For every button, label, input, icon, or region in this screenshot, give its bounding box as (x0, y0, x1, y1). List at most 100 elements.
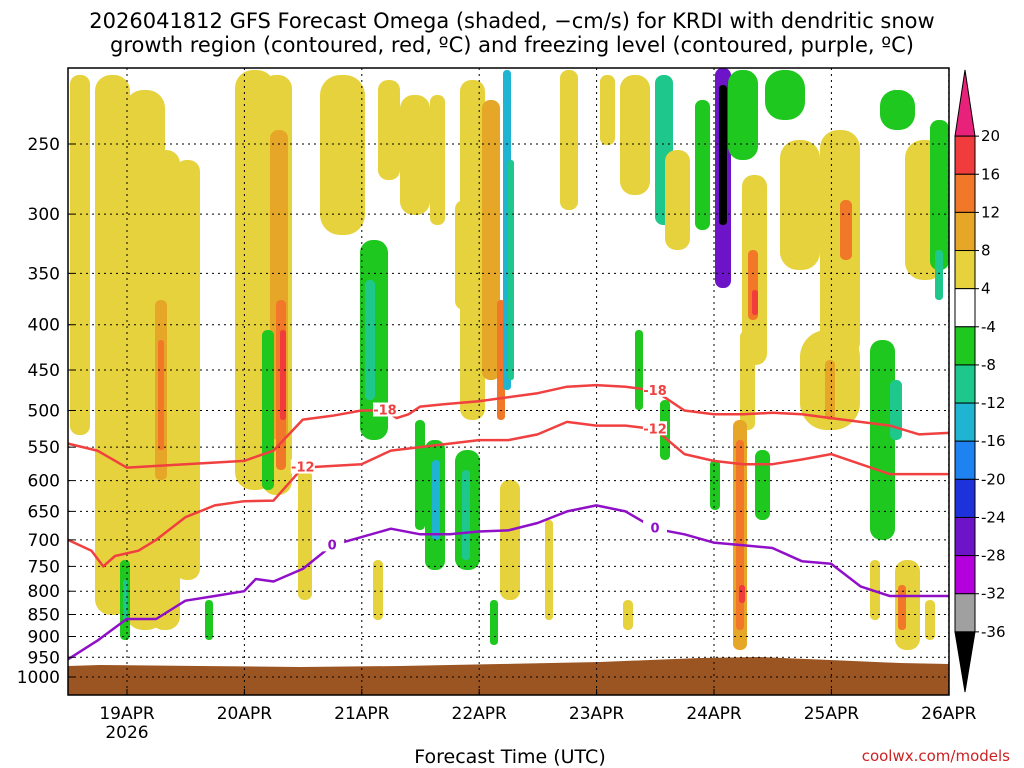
chart-title-line-1: 2026041812 GFS Forecast Omega (shaded, −… (89, 9, 934, 33)
colorbar-tick-label: -12 (981, 394, 1006, 412)
y-tick-label: 650 (28, 502, 60, 522)
omega-cell (415, 420, 425, 530)
y-tick-label: 400 (28, 316, 60, 336)
x-axis-label: Forecast Time (UTC) (414, 746, 605, 768)
omega-cell (560, 70, 578, 210)
colorbar-cell (954, 250, 976, 290)
colorbar-cell (954, 326, 976, 366)
colorbar-tick-label: -36 (981, 623, 1006, 641)
plot-area: -18 -18 -12 -12 0 0 (67, 67, 950, 696)
x-tick-label: 21APR (334, 704, 390, 724)
colorbar-tick-label: -8 (981, 356, 996, 374)
ground-layer (68, 657, 949, 695)
colorbar-tick-label: 4 (981, 280, 991, 298)
omega-cell (545, 520, 553, 620)
contour-label-bg (643, 520, 667, 535)
y-tick-label: 600 (28, 472, 60, 492)
omega-cell (320, 75, 365, 235)
omega-cell (365, 280, 375, 400)
colorbar-cell (954, 402, 976, 442)
colorbar-tick-label: -4 (981, 318, 996, 336)
y-axis-ticks: 2503003504004505005506006507007508008509… (17, 135, 74, 688)
x-tick-label: 25APR (804, 704, 860, 724)
y-tick-label: 250 (28, 135, 60, 155)
contour-label: 0 (650, 522, 659, 537)
omega-cell (930, 120, 949, 270)
contour-label: 0 (328, 538, 337, 553)
omega-cell (482, 100, 500, 380)
x-tick-label: 26APR (921, 704, 977, 724)
colorbar-tick-label: -16 (981, 432, 1006, 450)
contour-lines: -18 -18 -12 -12 0 0 (67, 382, 949, 661)
y-tick-label: 850 (28, 606, 60, 626)
contour-line (67, 504, 949, 661)
colorbar-cell (954, 440, 976, 480)
colorbar-cell (954, 288, 976, 328)
colorbar: 20 16 12 8 4 -4 -8 -12 -16 -20 -24 -28 -32 -36 (954, 69, 1006, 693)
omega-cell (898, 585, 906, 630)
y-tick-label: 500 (28, 402, 60, 422)
colorbar-tick-label: 12 (981, 203, 1000, 221)
x-tick-label: 23APR (569, 704, 625, 724)
omega-cell (825, 360, 835, 420)
omega-cell (840, 200, 852, 260)
omega-cell (280, 330, 286, 420)
omega-cell (158, 340, 164, 450)
contour-label-bg (290, 459, 315, 474)
colorbar-bottom-arrow (954, 631, 976, 693)
omega-cell (710, 460, 720, 510)
contour-line (67, 420, 949, 568)
omega-cell (205, 600, 213, 640)
colorbar-tick-label: -32 (981, 585, 1006, 603)
colorbar-tick-label: -28 (981, 547, 1006, 565)
omega-cell (430, 95, 445, 225)
omega-cell (780, 140, 820, 270)
omega-cell (175, 160, 200, 580)
x-tick-label: 19APR (99, 704, 155, 724)
omega-cell (490, 600, 498, 645)
colorbar-tick-label: 8 (981, 242, 991, 260)
omega-cell (665, 150, 690, 250)
y-tick-label: 550 (28, 438, 60, 458)
omega-cell (95, 75, 130, 615)
x-tick-label: 24APR (686, 704, 742, 724)
colorbar-cell (954, 364, 976, 404)
x-tick-label: 22APR (452, 704, 508, 724)
omega-cell (739, 585, 745, 603)
y-tick-label: 900 (28, 627, 60, 647)
y-tick-label: 1000 (17, 668, 60, 688)
contour-label: -12 (643, 422, 667, 437)
omega-cell (740, 330, 755, 430)
omega-cell (765, 70, 805, 120)
colorbar-cell (954, 478, 976, 518)
colorbar-cell (954, 211, 976, 252)
y-tick-label: 700 (28, 531, 60, 551)
omega-cell (935, 250, 943, 300)
credit-text: coolwx.com/models (862, 747, 1010, 765)
chart-title-line-2: growth region (contoured, red, ºC) and f… (110, 33, 914, 57)
ground-area (68, 657, 949, 695)
contour-label: -12 (291, 461, 315, 476)
contour-label-bg (320, 537, 345, 552)
omega-cell (600, 75, 615, 145)
colorbar-cell (954, 135, 976, 175)
omega-cell (70, 75, 90, 435)
omega-shading (70, 68, 949, 650)
colorbar-tick-label: -24 (981, 508, 1006, 526)
plot-frame (67, 67, 950, 696)
y-tick-label: 300 (28, 205, 60, 225)
omega-cell (508, 160, 514, 380)
x-tick-label: 20APR (217, 704, 273, 724)
colorbar-cell (954, 555, 976, 595)
omega-cell (432, 460, 440, 540)
y-tick-label: 450 (28, 361, 60, 381)
omega-cell (462, 470, 470, 560)
y-tick-label: 750 (28, 557, 60, 577)
colorbar-tick-label: 20 (981, 127, 1000, 145)
contour-line (67, 383, 949, 469)
omega-cell (728, 70, 758, 160)
omega-cell (400, 95, 430, 215)
omega-cell (755, 450, 770, 520)
omega-cell (880, 90, 915, 130)
